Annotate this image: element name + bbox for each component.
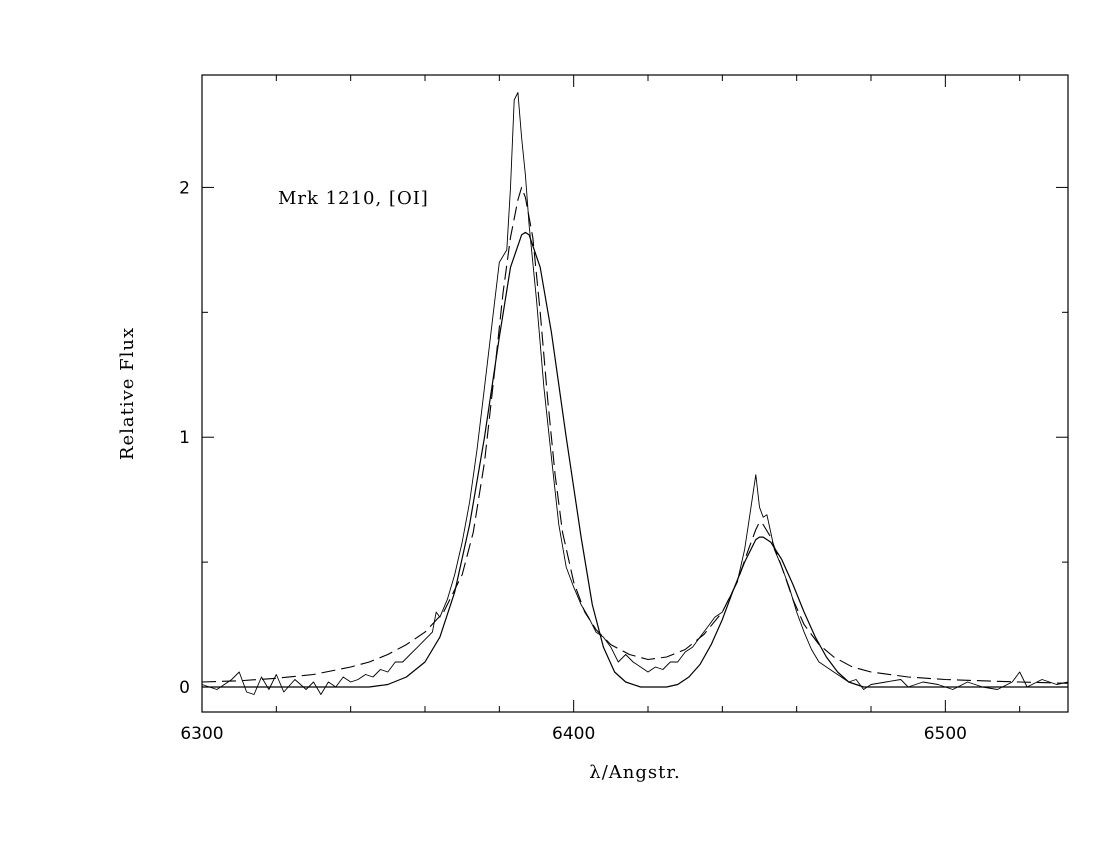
series-2-line [201, 186, 1069, 684]
series-3-line [202, 231, 1068, 688]
x-tick-label: 6300 [180, 724, 223, 744]
y-tick-label: 1 [179, 428, 190, 448]
chart-annotation: Mrk 1210, [OI] [278, 188, 429, 209]
x-tick-label: 6400 [552, 724, 595, 744]
series-group [201, 92, 1069, 695]
y-tick-label: 2 [179, 178, 190, 198]
axis-ticks [201, 75, 1068, 712]
x-axis-label: λ/Angstr. [589, 762, 680, 783]
x-tick-label: 6500 [924, 724, 967, 744]
y-axis-label: Relative Flux [117, 327, 138, 460]
y-tick-label: 0 [179, 678, 190, 698]
tick-labels: 6300 6400 6500 0 1 2 [179, 178, 967, 744]
plot-frame [201, 74, 1069, 713]
series-1-line [201, 92, 1069, 695]
